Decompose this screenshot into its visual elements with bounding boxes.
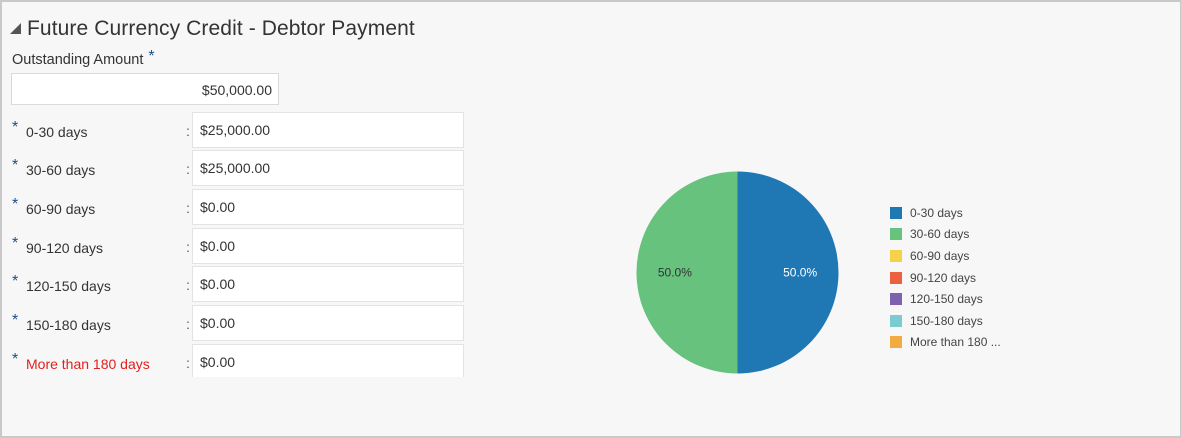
- pie-slice-label: 50.0%: [658, 266, 692, 280]
- outstanding-amount-label: Outstanding Amount *: [12, 48, 155, 69]
- required-asterisk: *: [148, 48, 155, 65]
- bucket-input-more-than-180[interactable]: $0.00: [192, 344, 464, 377]
- legend-label: 60-90 days: [910, 248, 970, 263]
- label-separator: :: [186, 277, 190, 293]
- legend-item[interactable]: 90-120 days: [890, 267, 1001, 289]
- bucket-row-60-90: * 60-90 days : $0.00: [2, 189, 472, 225]
- bucket-label-30-60: 30-60 days: [26, 162, 96, 178]
- legend-label: More than 180 ...: [910, 335, 1001, 350]
- legend-swatch: [890, 293, 902, 306]
- bucket-row-90-120: * 90-120 days : $0.00: [2, 228, 472, 264]
- bucket-row-more-than-180: * More than 180 days : $0.00: [2, 344, 472, 377]
- legend-swatch: [890, 206, 902, 219]
- section-header[interactable]: Future Currency Credit - Debtor Payment: [10, 17, 415, 41]
- label-separator: :: [186, 239, 190, 255]
- legend-item[interactable]: 150-180 days: [890, 310, 1001, 332]
- bucket-row-120-150: * 120-150 days : $0.00: [2, 266, 472, 302]
- bucket-label-60-90: 60-90 days: [26, 201, 96, 217]
- bucket-input-30-60[interactable]: $25,000.00: [192, 150, 464, 186]
- legend-label: 30-60 days: [910, 227, 970, 242]
- label-separator: :: [186, 161, 190, 177]
- bucket-input-60-90[interactable]: $0.00: [192, 189, 464, 225]
- bucket-input-120-150[interactable]: $0.00: [192, 266, 464, 302]
- pie-slice-0-30-days[interactable]: [737, 171, 839, 374]
- required-asterisk: *: [12, 312, 19, 329]
- required-asterisk: *: [12, 157, 19, 174]
- legend-swatch: [890, 314, 902, 327]
- legend-item[interactable]: 0-30 days: [890, 202, 1001, 224]
- label-separator: :: [186, 316, 190, 332]
- label-separator: :: [186, 200, 190, 216]
- legend-swatch: [890, 336, 902, 349]
- bucket-input-0-30[interactable]: $25,000.00: [192, 112, 464, 148]
- legend-item[interactable]: More than 180 ...: [890, 332, 1001, 354]
- legend-label: 0-30 days: [910, 205, 963, 220]
- legend-swatch: [890, 271, 902, 284]
- outstanding-amount-input[interactable]: $50,000.00: [11, 73, 279, 105]
- required-asterisk: *: [12, 119, 19, 136]
- bucket-label-150-180: 150-180 days: [26, 317, 111, 333]
- legend-item[interactable]: 30-60 days: [890, 224, 1001, 246]
- legend-label: 120-150 days: [910, 292, 983, 307]
- pie-slice-label: 50.0%: [783, 266, 817, 280]
- bucket-label-120-150: 120-150 days: [26, 278, 111, 294]
- bucket-label-0-30: 0-30 days: [26, 124, 88, 140]
- section-title: Future Currency Credit - Debtor Payment: [27, 17, 415, 40]
- required-asterisk: *: [12, 235, 19, 252]
- required-asterisk: *: [12, 351, 19, 368]
- required-asterisk: *: [12, 273, 19, 290]
- aging-pie-chart: 50.0% 50.0%: [636, 171, 839, 374]
- bucket-label-more-than-180: More than 180 days: [26, 356, 150, 372]
- bucket-input-90-120[interactable]: $0.00: [192, 228, 464, 264]
- legend-item[interactable]: 120-150 days: [890, 288, 1001, 310]
- bucket-row-30-60: * 30-60 days : $25,000.00: [2, 150, 472, 186]
- required-asterisk: *: [12, 196, 19, 213]
- outstanding-amount-label-text: Outstanding Amount: [12, 52, 144, 68]
- pie-slice-30-60-days[interactable]: [636, 171, 738, 374]
- legend-label: 150-180 days: [910, 313, 983, 328]
- bucket-row-150-180: * 150-180 days : $0.00: [2, 305, 472, 341]
- collapse-triangle-icon[interactable]: [10, 22, 21, 34]
- legend-label: 90-120 days: [910, 270, 977, 285]
- label-separator: :: [186, 123, 190, 139]
- chart-legend: 0-30 days 30-60 days 60-90 days 90-120 days…: [890, 202, 1001, 353]
- legend-swatch: [890, 249, 902, 262]
- label-separator: :: [186, 355, 190, 371]
- bucket-row-0-30: * 0-30 days : $25,000.00: [2, 112, 472, 148]
- bucket-label-90-120: 90-120 days: [26, 240, 104, 256]
- bucket-input-150-180[interactable]: $0.00: [192, 305, 464, 341]
- legend-item[interactable]: 60-90 days: [890, 245, 1001, 267]
- legend-swatch: [890, 228, 902, 241]
